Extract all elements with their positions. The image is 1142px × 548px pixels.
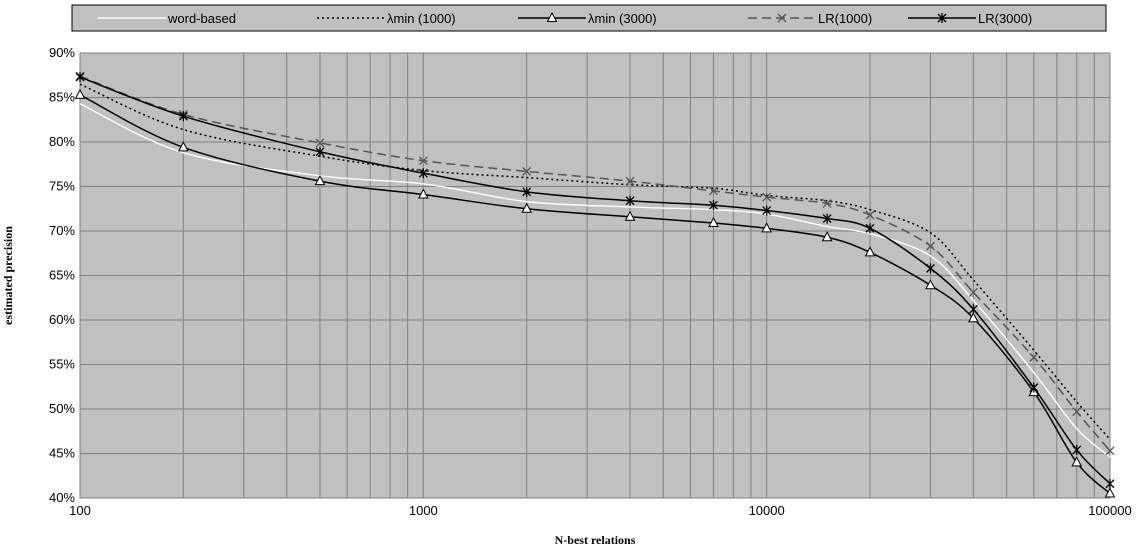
y-tick-label: 90% bbox=[49, 45, 75, 60]
legend-label: LR(1000) bbox=[818, 11, 872, 26]
y-axis-title: estimated precision bbox=[1, 226, 15, 325]
x-tick-label: 100 bbox=[69, 503, 91, 518]
data-point-triangle bbox=[1071, 456, 1083, 467]
legend-label: LR(3000) bbox=[978, 11, 1032, 26]
data-point-x bbox=[968, 287, 978, 297]
series-lr-1000- bbox=[75, 71, 1115, 456]
series--min-1000- bbox=[79, 83, 1111, 440]
legend: word-based λmin (1000) λmin (3000) LR(1000)… bbox=[71, 4, 1107, 32]
data-point-triangle bbox=[968, 312, 979, 323]
data-point-star bbox=[709, 200, 718, 211]
legend-item: λmin (3000) bbox=[518, 11, 657, 26]
data-point-star bbox=[178, 111, 188, 122]
data-point-triangle bbox=[761, 222, 772, 233]
data-point-star bbox=[522, 186, 532, 197]
legend-label: λmin (3000) bbox=[588, 11, 657, 26]
data-point-triangle bbox=[314, 175, 326, 186]
data-point-triangle bbox=[178, 141, 189, 152]
data-point-star bbox=[865, 223, 875, 234]
data-point-star bbox=[926, 263, 935, 274]
data-point-star bbox=[75, 72, 85, 83]
legend-item: λmin (1000) bbox=[317, 11, 456, 26]
data-point-x bbox=[315, 138, 325, 148]
series-layer bbox=[74, 71, 1116, 498]
data-point-star bbox=[822, 213, 832, 224]
data-point-x bbox=[865, 210, 875, 220]
data-point-star bbox=[315, 146, 325, 157]
tick-labels: 40% 45% 50% 55% 60% 65% 70% 75% 80% 85% 90% 100 1000… bbox=[49, 45, 1132, 518]
data-point-triangle bbox=[1104, 487, 1116, 498]
data-point-x bbox=[762, 192, 772, 202]
data-point-star bbox=[1072, 444, 1082, 455]
series-line bbox=[79, 75, 1111, 452]
y-tick-label: 70% bbox=[49, 223, 75, 238]
data-point-triangle bbox=[864, 246, 876, 257]
data-point-triangle bbox=[521, 202, 533, 213]
data-point-star bbox=[937, 13, 947, 23]
y-tick-label: 60% bbox=[49, 312, 75, 327]
y-tick-label: 45% bbox=[49, 446, 75, 461]
legend-label: λmin (1000) bbox=[387, 11, 456, 26]
y-tick-label: 75% bbox=[49, 179, 75, 194]
series-lr-3000- bbox=[75, 72, 1115, 489]
data-point-x bbox=[1029, 352, 1039, 362]
data-point-x bbox=[1072, 407, 1082, 417]
legend-item: LR(1000) bbox=[748, 11, 872, 26]
data-point-x bbox=[522, 166, 532, 176]
data-point-star bbox=[1105, 478, 1115, 489]
x-axis-title: N-best relations bbox=[555, 533, 636, 547]
data-point-triangle bbox=[708, 216, 719, 227]
data-point-x bbox=[418, 156, 428, 166]
data-point-triangle bbox=[74, 88, 86, 99]
y-tick-label: 80% bbox=[49, 134, 75, 149]
data-point-x bbox=[1105, 446, 1115, 456]
legend-item: word-based bbox=[98, 11, 236, 26]
x-tick-label: 10000 bbox=[749, 503, 785, 518]
y-tick-label: 65% bbox=[49, 268, 75, 283]
x-tick-label: 1000 bbox=[409, 503, 438, 518]
y-tick-label: 50% bbox=[49, 401, 75, 416]
data-point-x bbox=[625, 176, 635, 186]
data-point-star bbox=[1029, 382, 1039, 393]
data-point-x bbox=[926, 241, 935, 251]
data-point-triangle bbox=[821, 231, 833, 242]
legend-label: word-based bbox=[167, 11, 236, 26]
data-point-star bbox=[968, 304, 978, 315]
gridlines bbox=[80, 53, 1110, 498]
x-tick-label: 100000 bbox=[1088, 503, 1131, 518]
y-tick-label: 55% bbox=[49, 357, 75, 372]
data-point-triangle bbox=[624, 210, 636, 221]
series--min-3000- bbox=[74, 88, 1116, 498]
data-point-triangle bbox=[925, 279, 936, 290]
data-point-triangle bbox=[546, 11, 558, 22]
plot-frame bbox=[79, 52, 1111, 499]
y-tick-label: 40% bbox=[49, 490, 75, 505]
data-point-star bbox=[762, 205, 772, 216]
data-point-x bbox=[822, 198, 832, 208]
data-point-triangle bbox=[418, 188, 429, 199]
data-point-x bbox=[709, 186, 718, 196]
legend-item: LR(3000) bbox=[908, 11, 1032, 26]
series-line bbox=[79, 83, 1111, 440]
data-point-star bbox=[625, 195, 635, 206]
data-point-x bbox=[777, 13, 787, 23]
data-point-star bbox=[418, 168, 428, 179]
y-tick-label: 85% bbox=[49, 90, 75, 105]
